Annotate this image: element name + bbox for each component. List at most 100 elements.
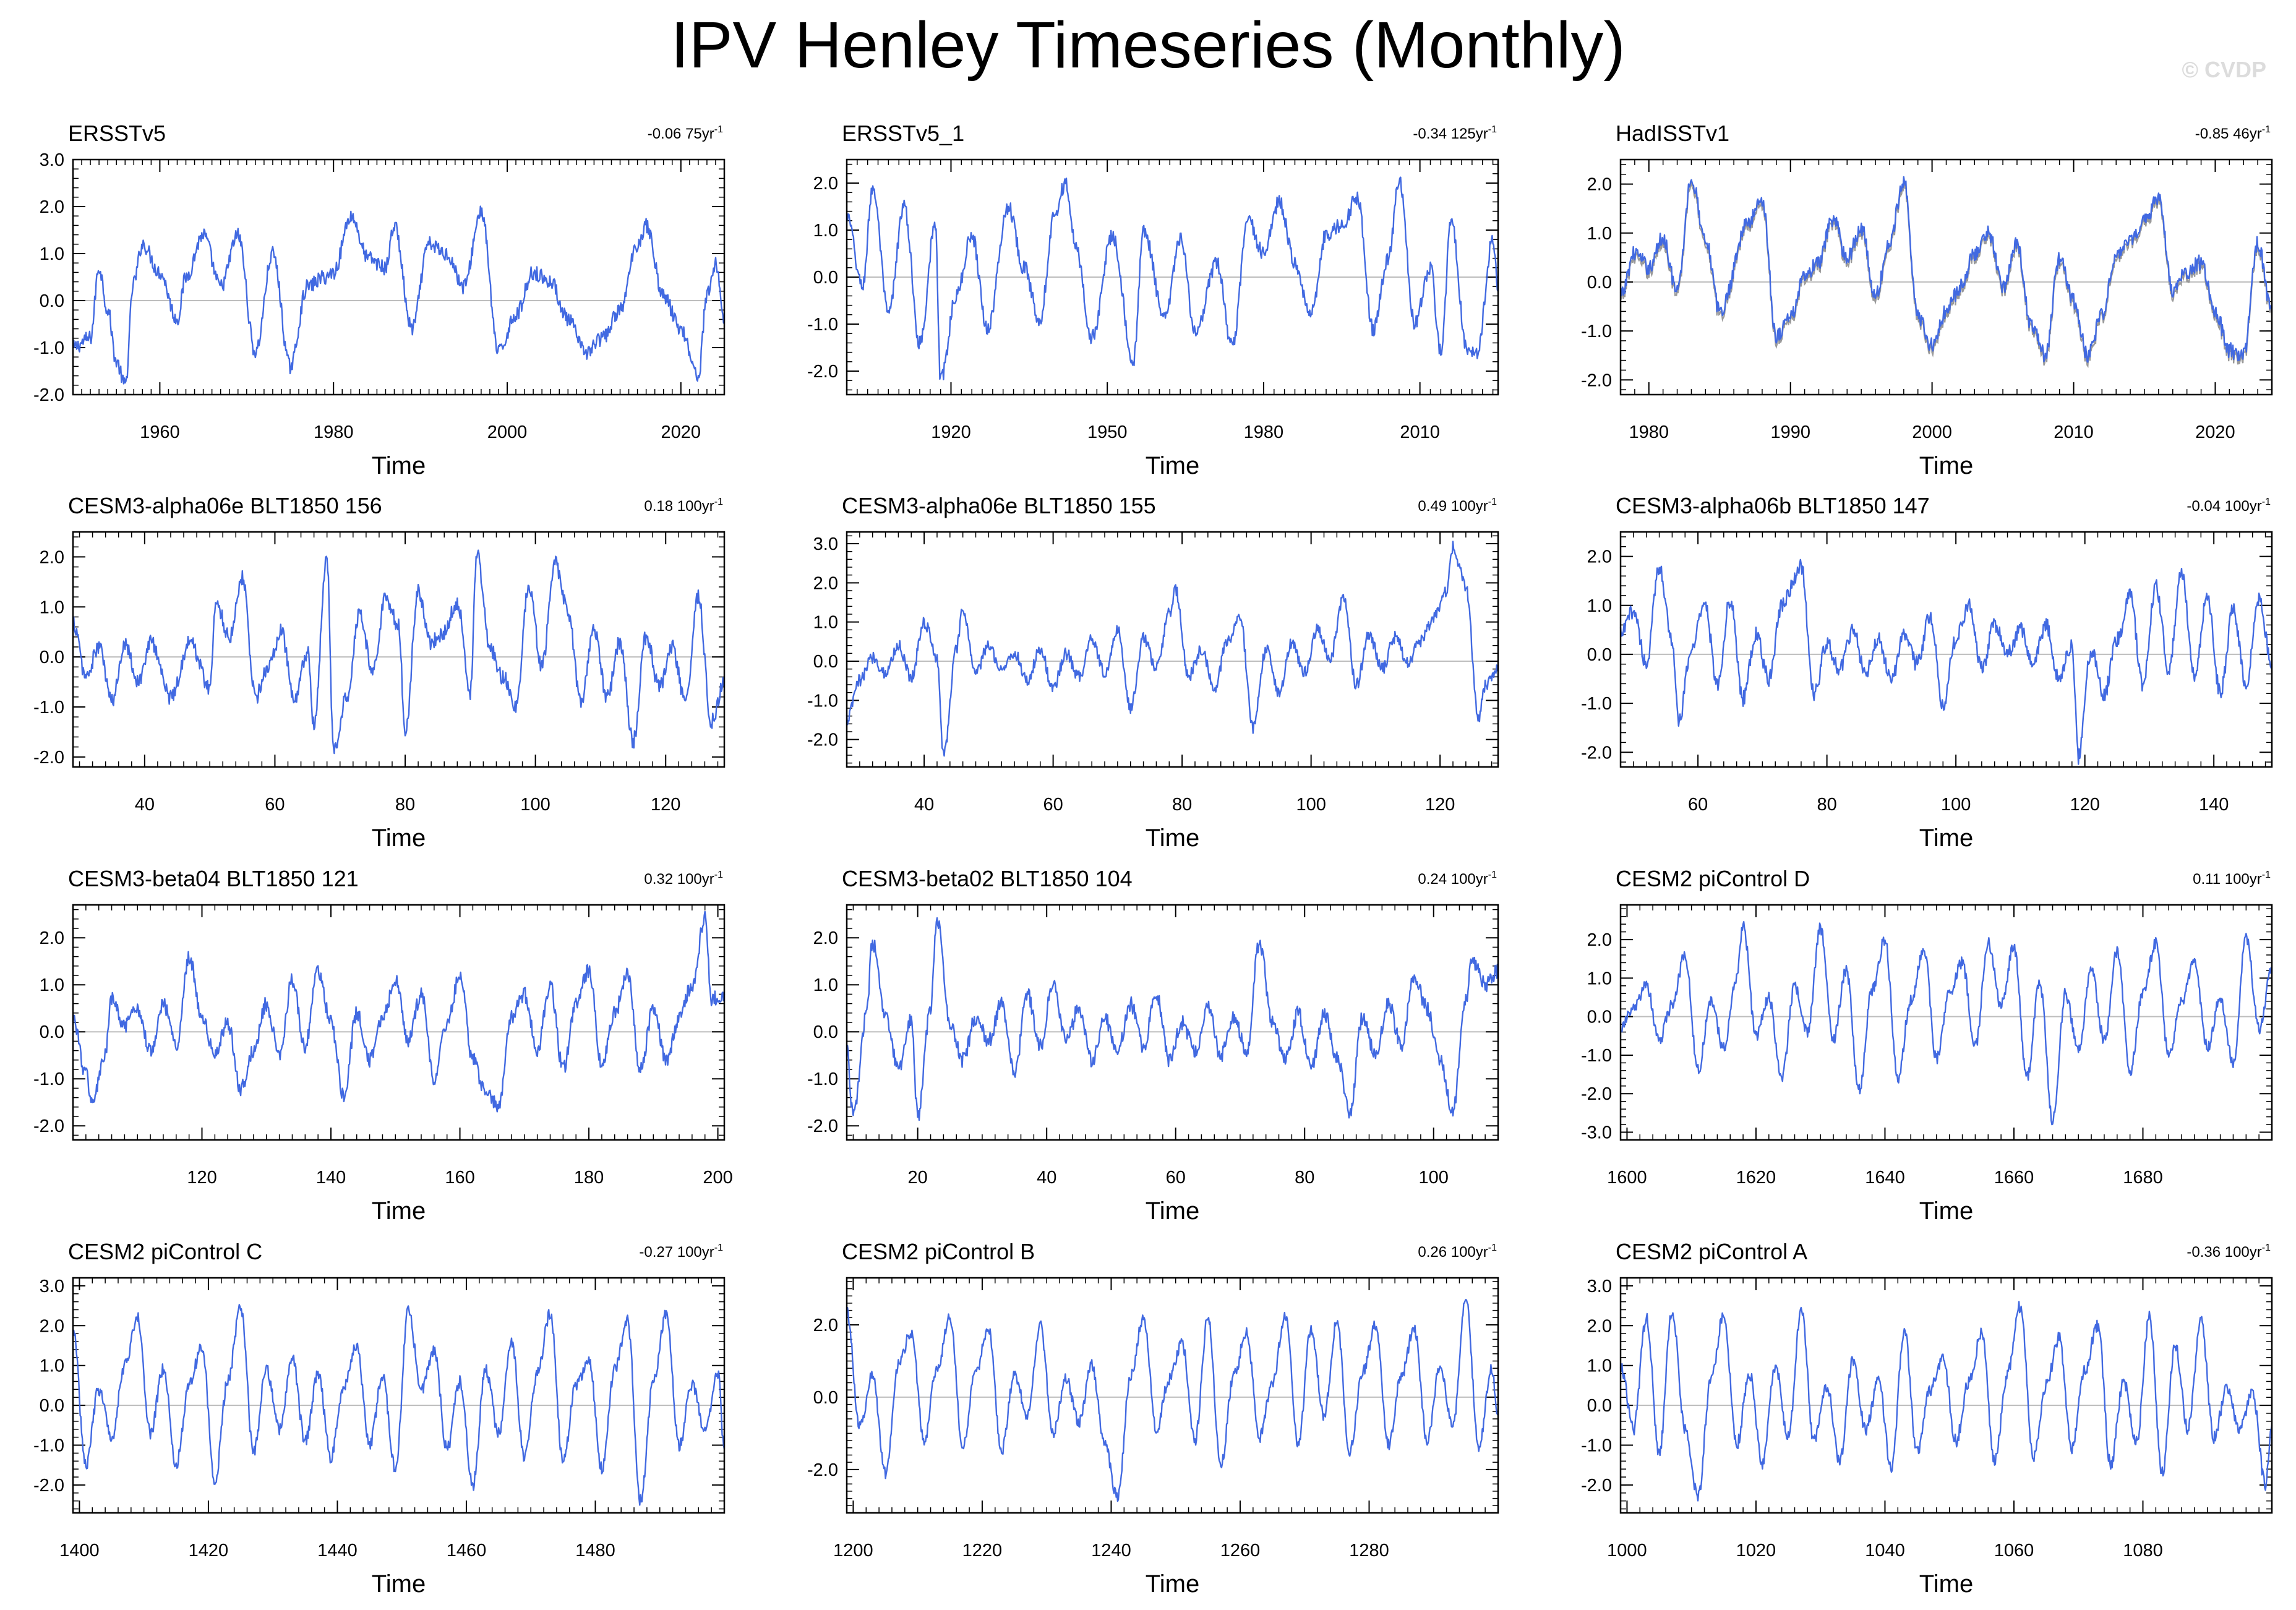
plot-frame (72, 904, 726, 1141)
series-line (72, 910, 726, 1113)
panel-title: CESM3-beta02 BLT1850 104 (842, 866, 1133, 891)
series-line (1620, 921, 2273, 1126)
x-axis-title: Time (1146, 452, 1199, 479)
x-tick-label: 1640 (1865, 1168, 1905, 1188)
y-tick-label: 0.0 (813, 1388, 838, 1408)
panel-3: CESM3-alpha06e BLT1850 156 0.18 100yr-1 40… (33, 493, 726, 852)
x-tick-label: 60 (1043, 795, 1063, 815)
y-tick-label: -2.0 (33, 1116, 64, 1136)
x-tick-label: 120 (2070, 795, 2099, 815)
panel-10: CESM2 piControl B 0.26 100yr-1 1200 1220 124… (807, 1239, 1499, 1598)
trend-value: 0.32 100yr (644, 871, 714, 888)
x-tick-label: 1220 (962, 1541, 1003, 1561)
y-tick-label: 0.0 (813, 652, 838, 672)
y-tick-label: -1.0 (1581, 1046, 1612, 1066)
trend-value: 0.26 100yr (1418, 1244, 1488, 1261)
y-tick-label: 2.0 (1587, 1316, 1612, 1336)
plot-frame (1619, 1277, 2273, 1514)
x-tick-label: 1000 (1607, 1541, 1647, 1561)
y-tick-label: -1.0 (1581, 322, 1612, 341)
x-tick-label: 2010 (1400, 422, 1440, 442)
panel-title: CESM2 piControl D (1616, 866, 1810, 891)
trend-value: -0.85 46yr (2195, 126, 2262, 142)
y-tick-label: 2.0 (1587, 547, 1612, 567)
x-tick-label: 100 (1941, 795, 1971, 815)
panel-title: CESM2 piControl A (1616, 1239, 1807, 1264)
x-axis-title: Time (1919, 1197, 1973, 1225)
trend-value: 0.24 100yr (1418, 871, 1488, 888)
y-tick-label: -1.0 (807, 1069, 838, 1089)
x-axis-title: Time (1146, 1197, 1199, 1225)
x-tick-label: 40 (1037, 1168, 1056, 1188)
trend-value: -0.27 100yr (639, 1244, 714, 1261)
panel-trend: -0.34 125yr-1 (1413, 124, 1497, 142)
x-tick-label: 1660 (1994, 1168, 2034, 1188)
panel-trend: -0.85 46yr-1 (2195, 124, 2271, 142)
trend-exponent: -1 (1488, 497, 1497, 507)
panel-title: ERSSTv5 (68, 121, 166, 146)
trend-exponent: -1 (1488, 124, 1497, 135)
trend-exponent: -1 (2262, 124, 2271, 135)
plot-frame (846, 158, 1499, 396)
y-tick-label: -1.0 (33, 698, 64, 717)
x-tick-label: 80 (395, 795, 415, 815)
y-tick-label: 0.0 (40, 1396, 64, 1416)
series-line (72, 1304, 726, 1506)
x-tick-label: 1600 (1607, 1168, 1647, 1188)
trend-value: 0.49 100yr (1418, 498, 1488, 515)
series-line-secondary (1619, 181, 2273, 369)
panel-title: ERSSTv5_1 (842, 121, 964, 146)
y-tick-label: 2.0 (813, 573, 838, 593)
plot-frame (1619, 158, 2273, 396)
x-tick-label: 1420 (189, 1541, 229, 1561)
y-tick-label: 0.0 (40, 1022, 64, 1042)
trend-exponent: -1 (714, 497, 723, 507)
panel-title: CESM3-alpha06b BLT1850 147 (1616, 493, 1930, 518)
y-tick-label: 1.0 (40, 1356, 64, 1376)
x-axis-title: Time (372, 1197, 426, 1225)
y-tick-label: -2.0 (807, 1116, 838, 1136)
y-tick-label: 1.0 (40, 244, 64, 264)
x-tick-label: 100 (1296, 795, 1326, 815)
series-line (846, 541, 1499, 757)
trend-exponent: -1 (714, 124, 723, 135)
x-tick-label: 40 (914, 795, 934, 815)
y-tick-label: -2.0 (1581, 1476, 1612, 1496)
x-tick-label: 40 (135, 795, 155, 815)
x-tick-label: 60 (1688, 795, 1708, 815)
y-tick-label: 0.0 (1587, 273, 1612, 293)
panel-1: ERSSTv5_1 -0.34 125yr-1 1920 1950 1980 2010 -2… (807, 121, 1499, 479)
y-tick-label: 0.0 (1587, 645, 1612, 665)
panel-trend: 0.26 100yr-1 (1418, 1243, 1497, 1261)
y-tick-label: -1.0 (33, 338, 64, 358)
x-tick-label: 1980 (314, 422, 354, 442)
x-tick-label: 2000 (487, 422, 528, 442)
x-tick-label: 120 (187, 1168, 216, 1188)
panel-trend: 0.18 100yr-1 (644, 497, 723, 515)
y-tick-label: 2.0 (813, 928, 838, 948)
x-axis-title: Time (372, 1570, 426, 1598)
y-tick-label: -2.0 (33, 385, 64, 405)
x-tick-label: 80 (1295, 1168, 1314, 1188)
trend-exponent: -1 (1488, 1243, 1497, 1253)
x-tick-label: 160 (445, 1168, 474, 1188)
trend-exponent: -1 (2262, 870, 2271, 880)
panel-0: ERSSTv5 -0.06 75yr-1 1960 1980 2000 2020 -2.0 -… (33, 121, 726, 479)
series-line (846, 176, 1499, 380)
panel-title: CESM3-beta04 BLT1850 121 (68, 866, 359, 891)
trend-exponent: -1 (714, 1243, 723, 1253)
y-tick-label: -2.0 (807, 730, 838, 750)
x-tick-label: 2020 (2195, 422, 2235, 442)
y-tick-label: 1.0 (40, 975, 64, 995)
plot-frame (1619, 531, 2273, 768)
x-tick-label: 60 (265, 795, 285, 815)
x-tick-label: 1620 (1736, 1168, 1776, 1188)
x-axis-title: Time (1919, 824, 1973, 852)
y-tick-label: 3.0 (40, 150, 64, 170)
plot-frame (846, 1277, 1499, 1514)
x-tick-label: 2000 (1912, 422, 1952, 442)
x-tick-label: 80 (1172, 795, 1192, 815)
panel-trend: 0.24 100yr-1 (1418, 870, 1497, 888)
y-tick-label: 2.0 (40, 197, 64, 217)
